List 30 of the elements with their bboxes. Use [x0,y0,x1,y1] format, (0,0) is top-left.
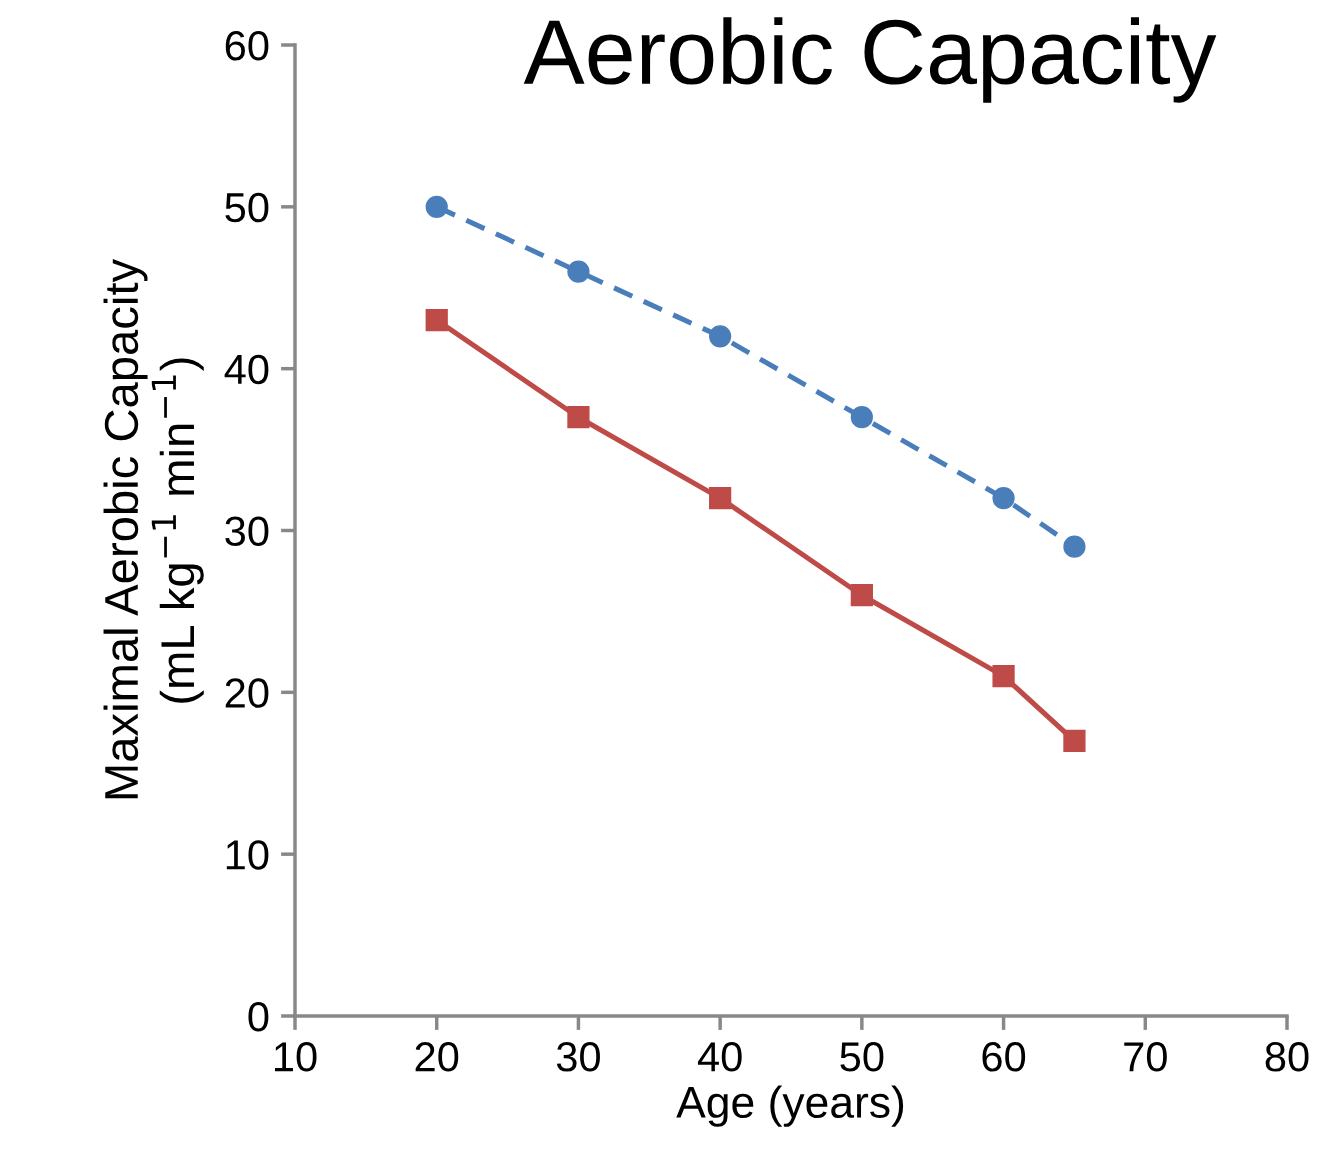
point [992,665,1015,688]
point [709,325,732,348]
point [567,260,590,283]
y-tick-label: 0 [248,1002,269,1032]
x-tick-label: 80 [1265,1042,1309,1072]
point [709,487,732,510]
y-tick-label: 50 [225,192,269,223]
x-tick-label: 20 [415,1042,459,1072]
y-tick-label: 60 [225,31,269,61]
point [1063,535,1086,558]
x-tick-label: 10 [275,1042,317,1072]
x-tick-label: 60 [982,1042,1026,1072]
x-axis-title: Age (years) [676,1085,904,1127]
y-tick-label: 10 [226,840,269,870]
x-tick-label: 30 [556,1042,600,1072]
point [1063,729,1086,752]
point [567,406,590,429]
y-tick-label: 30 [225,516,269,547]
chart-title: Aerobic Capacity [523,17,1217,103]
x-tick-label: 70 [1124,1042,1167,1072]
point [425,309,448,332]
point [850,406,873,429]
y-tick-label: 20 [225,678,269,708]
point [850,584,873,607]
x-tick-label: 40 [697,1042,742,1072]
point [425,195,448,218]
y-tick-label: 40 [224,354,269,385]
y-axis-title: Maximal Aerobic Capacity (mL kg$^{−1}$ min$^{−1}$) [103,258,204,799]
x-tick-label: 50 [840,1042,884,1072]
point [992,487,1015,510]
